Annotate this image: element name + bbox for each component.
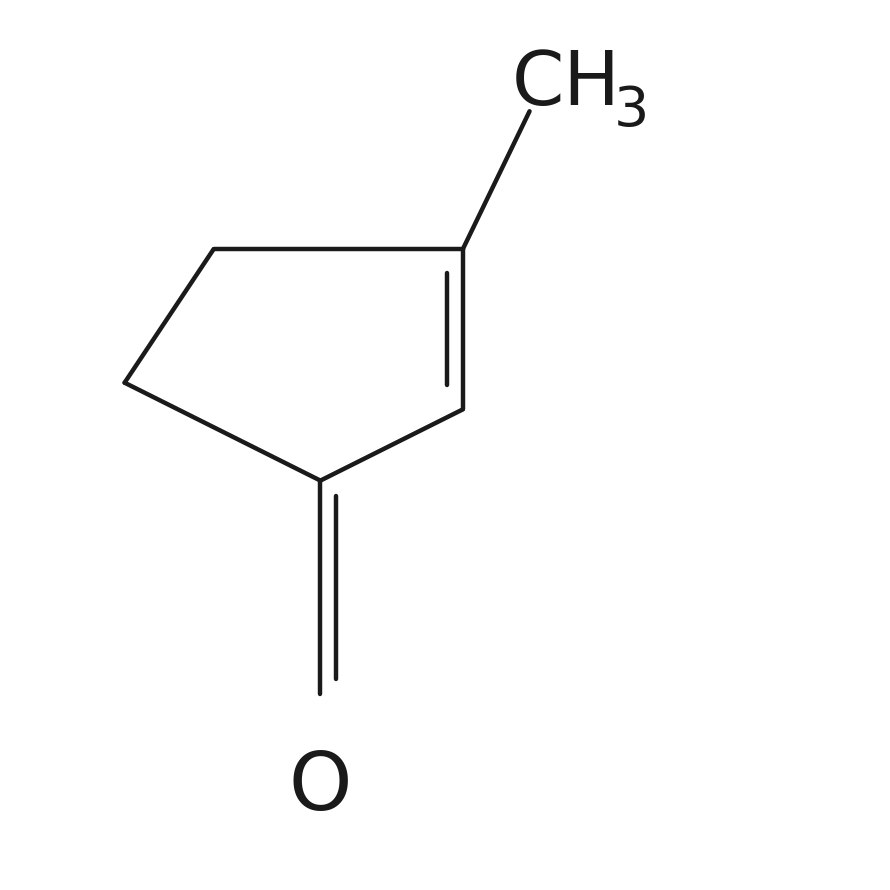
Text: CH: CH [512, 48, 620, 121]
Text: O: O [288, 748, 352, 827]
Text: 3: 3 [614, 85, 650, 138]
